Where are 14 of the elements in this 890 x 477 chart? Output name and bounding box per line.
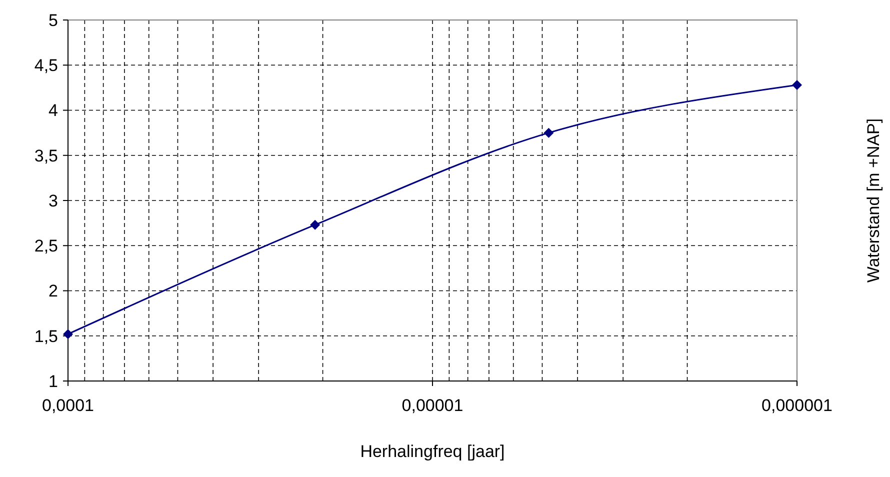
y-tick-label: 4 (48, 101, 58, 120)
y-tick-label: 2,5 (34, 236, 58, 256)
y-tick-label: 1 (48, 372, 58, 391)
x-tick-label: 0,00001 (402, 396, 464, 415)
y-tick-label: 4,5 (34, 56, 58, 76)
y-tick-label: 5 (48, 10, 58, 30)
x-tick-label: 0,0001 (42, 396, 94, 415)
y-axis-title: Waterstand [m +NAP] (864, 118, 883, 283)
x-tick-label: 0,000001 (762, 396, 832, 415)
x-axis-title: Herhalingfreq [jaar] (360, 442, 505, 461)
y-tick-label: 2 (48, 282, 58, 301)
y-tick-label: 3 (48, 191, 58, 210)
y-tick-label: 3,5 (34, 146, 58, 166)
y-tick-label: 1,5 (34, 326, 58, 346)
